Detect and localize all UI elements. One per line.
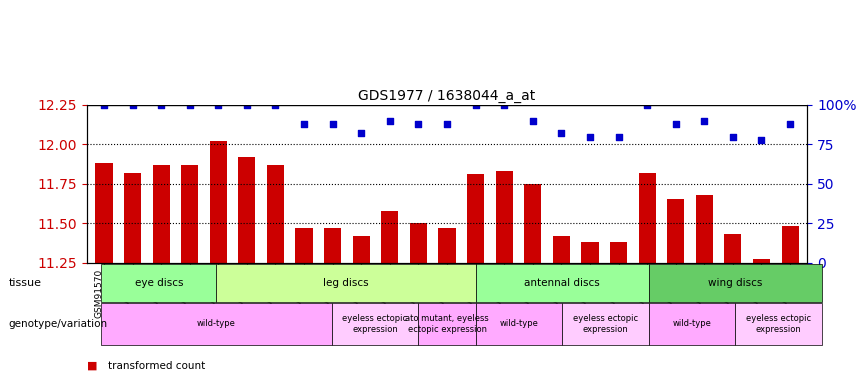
- Bar: [95, 163, 113, 262]
- Text: ato mutant, eyeless
ectopic expression: ato mutant, eyeless ectopic expression: [405, 314, 489, 333]
- Bar: [610, 242, 628, 262]
- Point: [726, 134, 740, 140]
- Point: [583, 134, 597, 140]
- Bar: [239, 157, 255, 262]
- Bar: [696, 195, 713, 262]
- Bar: [124, 173, 141, 262]
- Bar: [153, 165, 170, 262]
- Point: [555, 130, 569, 136]
- Bar: [496, 171, 513, 262]
- Point: [383, 118, 397, 124]
- Bar: [210, 141, 227, 262]
- Text: wild-type: wild-type: [500, 319, 538, 328]
- Point: [411, 121, 425, 127]
- Text: wing discs: wing discs: [708, 278, 762, 288]
- Text: eyeless ectopic
expression: eyeless ectopic expression: [746, 314, 811, 333]
- Text: eye discs: eye discs: [135, 278, 183, 288]
- Text: antennal discs: antennal discs: [524, 278, 600, 288]
- Point: [469, 102, 483, 108]
- Point: [526, 118, 540, 124]
- Bar: [324, 228, 341, 262]
- Text: tissue: tissue: [9, 278, 42, 288]
- Bar: [553, 236, 570, 262]
- Bar: [582, 242, 599, 262]
- Point: [97, 102, 111, 108]
- Bar: [181, 165, 198, 262]
- Title: GDS1977 / 1638044_a_at: GDS1977 / 1638044_a_at: [358, 88, 536, 103]
- Bar: [467, 174, 484, 262]
- Point: [183, 102, 197, 108]
- Point: [440, 121, 454, 127]
- Bar: [639, 173, 655, 262]
- Point: [783, 121, 797, 127]
- Text: ■: ■: [87, 361, 97, 370]
- Bar: [352, 236, 370, 262]
- Bar: [781, 226, 799, 262]
- Text: genotype/variation: genotype/variation: [9, 319, 108, 329]
- Point: [126, 102, 140, 108]
- Point: [668, 121, 682, 127]
- Point: [612, 134, 626, 140]
- Point: [268, 102, 282, 108]
- Point: [326, 121, 339, 127]
- Bar: [267, 165, 284, 262]
- Point: [697, 118, 711, 124]
- Point: [641, 102, 654, 108]
- Bar: [667, 200, 684, 262]
- Point: [155, 102, 168, 108]
- Point: [354, 130, 368, 136]
- Text: wild-type: wild-type: [673, 319, 712, 328]
- Bar: [381, 210, 398, 262]
- Point: [240, 102, 253, 108]
- Bar: [524, 184, 542, 262]
- Point: [497, 102, 511, 108]
- Point: [297, 121, 311, 127]
- Point: [212, 102, 226, 108]
- Text: eyeless ectopic
expression: eyeless ectopic expression: [573, 314, 638, 333]
- Bar: [753, 260, 770, 262]
- Text: leg discs: leg discs: [324, 278, 369, 288]
- Text: wild-type: wild-type: [197, 319, 236, 328]
- Bar: [724, 234, 741, 262]
- Bar: [438, 228, 456, 262]
- Bar: [295, 228, 312, 262]
- Bar: [410, 223, 427, 262]
- Text: transformed count: transformed count: [108, 361, 206, 370]
- Point: [754, 136, 768, 142]
- Text: eyeless ectopic
expression: eyeless ectopic expression: [342, 314, 408, 333]
